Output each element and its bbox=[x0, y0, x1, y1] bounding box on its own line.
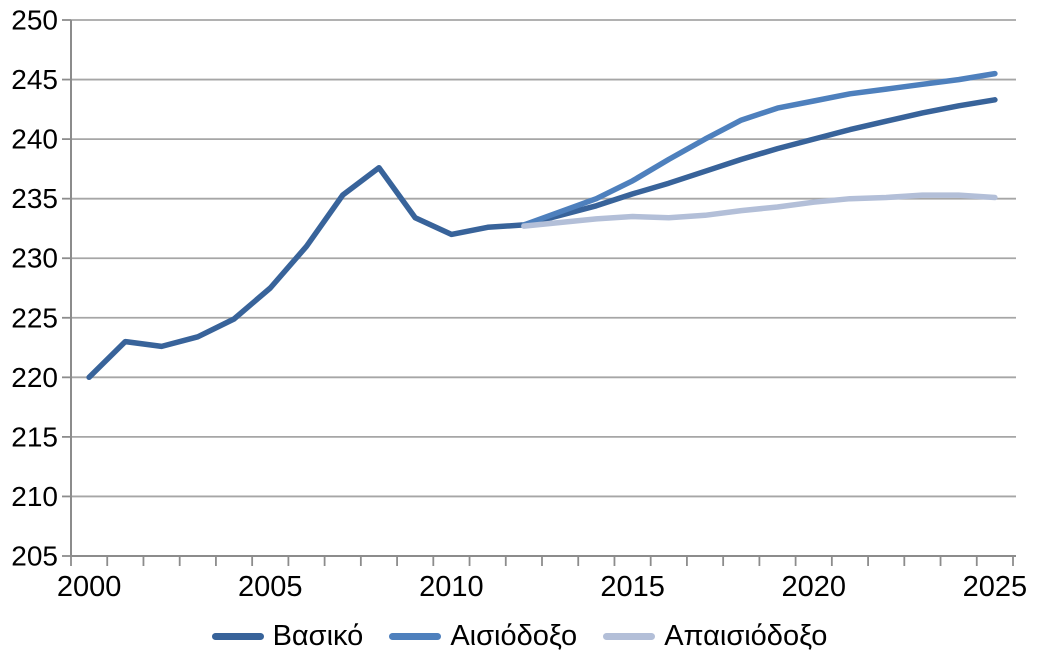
legend-item-apaisiodoxo: Απαισιόδοξο bbox=[603, 619, 828, 652]
x-tick-label: 2015 bbox=[600, 571, 665, 603]
y-tick-label: 230 bbox=[11, 243, 58, 274]
axes bbox=[70, 20, 1016, 557]
y-tick-label: 215 bbox=[11, 421, 58, 452]
y-tick-label: 225 bbox=[11, 302, 58, 333]
gridlines bbox=[71, 19, 1016, 557]
y-tick-label: 250 bbox=[11, 5, 58, 36]
series-line bbox=[521, 192, 998, 229]
y-tick-label: 235 bbox=[11, 183, 58, 214]
series-line bbox=[521, 70, 998, 228]
y-axis-labels: 205 210 215 220 225 230 235 240 245 250 bbox=[11, 5, 58, 572]
series-lines bbox=[86, 70, 998, 381]
y-tick-label: 240 bbox=[11, 124, 58, 155]
y-tick-label: 220 bbox=[11, 362, 58, 393]
axis-ticks bbox=[62, 19, 1014, 566]
legend-swatch-icon bbox=[211, 632, 264, 640]
x-tick-label: 2010 bbox=[419, 571, 484, 603]
y-tick-label: 210 bbox=[11, 481, 58, 512]
series-line bbox=[86, 97, 998, 381]
x-tick-label: 2025 bbox=[963, 571, 1028, 603]
legend-item-aisiodoxo: Αισιόδοξο bbox=[389, 619, 578, 652]
y-tick-label: 245 bbox=[11, 64, 58, 95]
legend-swatch-icon bbox=[603, 632, 656, 640]
legend: Βασικό Αισιόδοξο Απαισιόδοξο bbox=[0, 614, 1039, 658]
x-tick-label: 2020 bbox=[781, 571, 846, 603]
x-axis-labels: 2000 2005 2010 2015 2020 2025 bbox=[57, 571, 1027, 603]
y-tick-label: 205 bbox=[11, 541, 58, 572]
legend-label: Αισιόδοξο bbox=[450, 619, 578, 652]
legend-label: Απαισιόδοξο bbox=[664, 619, 828, 652]
chart-area: 205 210 215 220 225 230 235 240 245 250 2000 2005 2… bbox=[11, 5, 1027, 604]
x-tick-label: 2000 bbox=[57, 571, 122, 603]
x-tick-label: 2005 bbox=[238, 571, 303, 603]
legend-item-basiko: Βασικό bbox=[211, 619, 364, 652]
legend-label: Βασικό bbox=[272, 619, 364, 652]
legend-swatch-icon bbox=[389, 632, 442, 640]
